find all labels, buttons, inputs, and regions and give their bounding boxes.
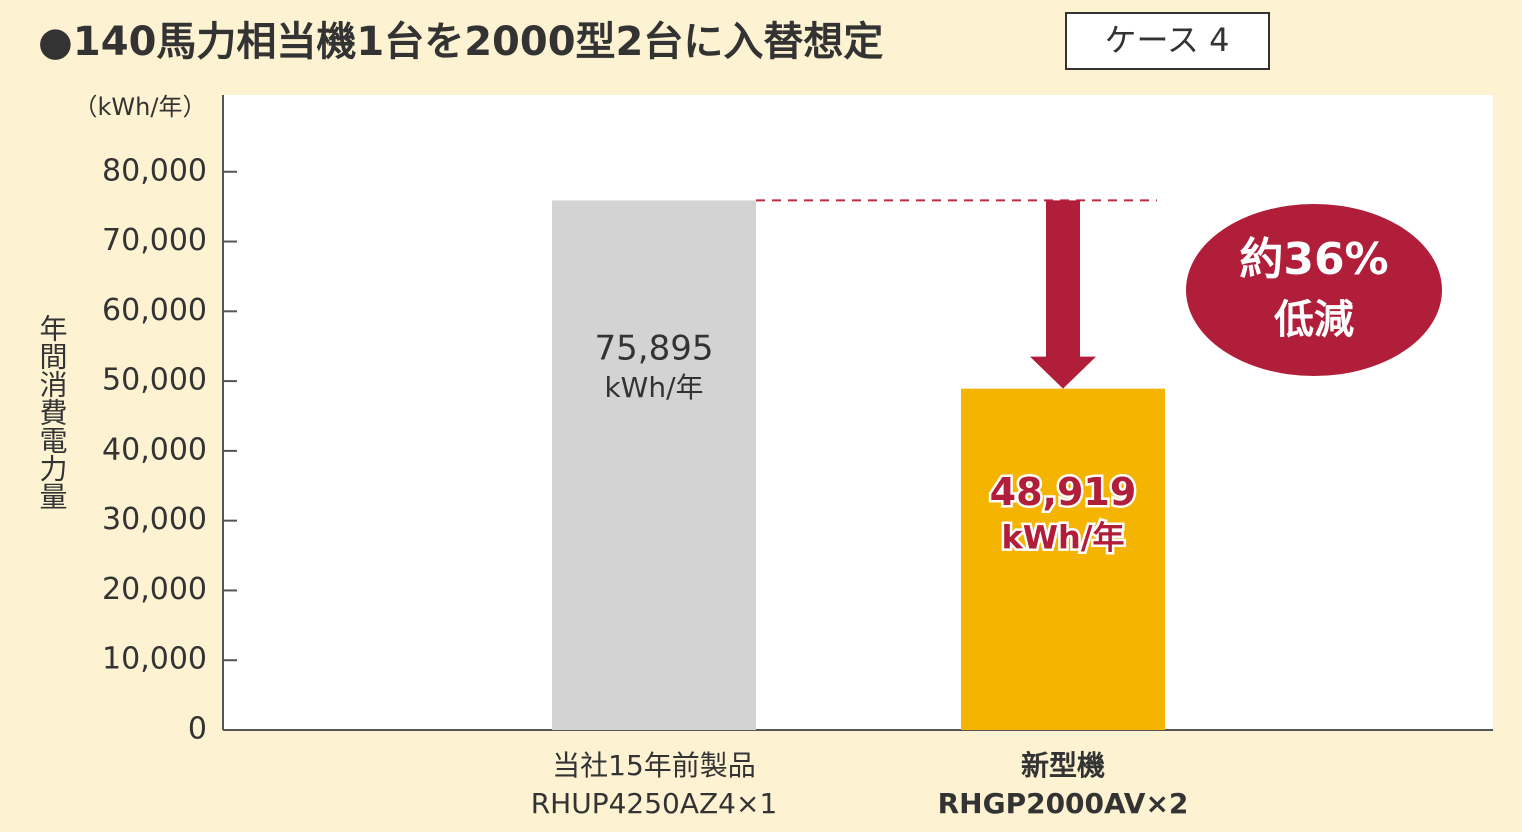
y-tick-label: 50,000 [102, 363, 207, 398]
x-tick-sublabel: RHGP2000AV×2 [938, 787, 1189, 820]
value-label: 75,895 [595, 329, 714, 369]
y-tick-label: 30,000 [102, 502, 207, 537]
badge: ケース 4 [1105, 21, 1230, 59]
x-tick-label: 当社15年前製品 [552, 749, 756, 782]
x-tick-sublabel: RHUP4250AZ4×1 [531, 787, 778, 820]
y-tick-label: 20,000 [102, 572, 207, 607]
y-unit: （kWh/年） [74, 93, 207, 121]
value-label-unit: kWh/年 [1001, 518, 1124, 556]
bar [552, 200, 756, 730]
y-tick-label: 70,000 [102, 223, 207, 258]
value-label-unit: kWh/年 [604, 371, 703, 404]
y-tick-label: 0 [188, 712, 207, 747]
value-label: 48,919 [990, 470, 1137, 514]
bar [961, 388, 1165, 730]
x-tick-label: 新型機 [1021, 749, 1105, 782]
badge-box [1065, 12, 1270, 70]
y-axis-title: 年間消費電力量 [36, 314, 69, 510]
y-tick-label: 80,000 [102, 153, 207, 188]
annotation-text: 約36% [1239, 234, 1388, 285]
y-tick-label: 60,000 [102, 293, 207, 328]
chart-title: ●140馬力相当機1台を2000型2台に入替想定 [38, 19, 883, 65]
annotation-bubble [1186, 204, 1442, 376]
y-tick-label: 40,000 [102, 432, 207, 467]
annotation: 約36% 低減 [1186, 204, 1442, 376]
annotation-text: 低減 [1274, 297, 1354, 343]
y-tick-label: 10,000 [102, 642, 207, 677]
plot-area [223, 95, 1493, 730]
reduction-arrow [1030, 200, 1096, 389]
